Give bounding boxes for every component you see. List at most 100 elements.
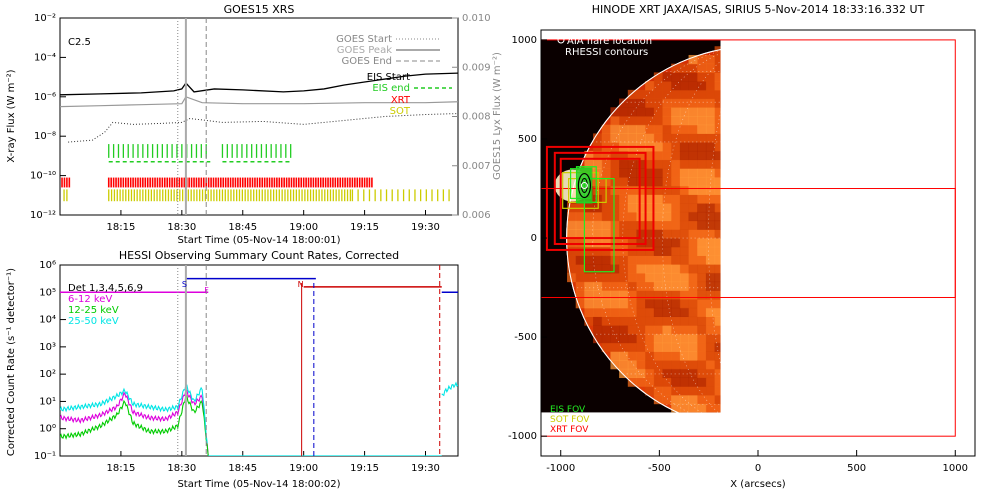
solar-texture-cell — [688, 133, 698, 143]
solar-texture-cell — [697, 168, 707, 178]
solar-texture-cell — [567, 246, 577, 256]
xrt-solar-image — [541, 39, 950, 431]
solar-grid-longitude — [622, 53, 721, 413]
solar-texture-cell — [679, 81, 690, 91]
solar-texture-cell — [705, 54, 716, 65]
solar-texture-cell — [697, 299, 707, 309]
solar-texture-cell — [584, 220, 594, 230]
solar-texture-cell — [714, 246, 721, 256]
solar-texture-cell — [645, 325, 655, 335]
solar-texture-cell — [671, 368, 681, 379]
solar-texture-cell — [593, 229, 603, 239]
solar-texture-cell — [636, 246, 646, 256]
solar-texture-cell — [697, 211, 707, 222]
solar-texture-cell — [688, 63, 698, 73]
solar-texture-cell — [610, 211, 620, 222]
solar-texture-cell — [610, 229, 620, 239]
solar-texture-cell — [697, 203, 707, 213]
solar-texture-cell — [593, 316, 603, 326]
solar-texture-cell — [688, 403, 698, 413]
solar-texture-cell — [671, 203, 681, 213]
hessi-marker-F: F — [204, 286, 209, 295]
solar-texture-cell — [714, 325, 721, 335]
solar-texture-cell — [636, 264, 646, 274]
solar-texture-cell — [671, 351, 681, 361]
solar-texture-cell — [679, 124, 690, 134]
solar-texture-cell — [662, 246, 672, 256]
solar-texture-cell — [636, 133, 646, 143]
solar-texture-cell — [627, 229, 637, 239]
solar-texture-cell — [697, 333, 707, 344]
solar-texture-cell — [645, 333, 655, 344]
solar-texture-cell — [645, 150, 655, 161]
solar-texture-cell — [662, 194, 672, 204]
solar-texture-cell — [688, 185, 698, 195]
solar-texture-cell — [645, 316, 655, 326]
solar-texture-cell — [653, 159, 664, 169]
solar-texture-cell — [714, 264, 721, 274]
solar-texture-cell — [610, 290, 620, 300]
solar-texture-cell — [688, 246, 698, 256]
solar-texture-cell — [688, 89, 698, 100]
solar-texture-cell — [679, 177, 690, 187]
solar-texture-cell — [671, 281, 681, 291]
solar-texture-cell — [705, 142, 716, 152]
solar-texture-cell — [714, 342, 721, 352]
solar-texture-cell — [697, 351, 707, 361]
solar-texture-cell — [653, 394, 664, 405]
solar-texture-cell — [679, 386, 690, 396]
solar-texture-cell — [662, 142, 672, 152]
solar-texture-cell — [662, 360, 672, 370]
solar-texture-cell — [679, 142, 690, 152]
solar-texture-cell — [697, 229, 707, 239]
solar-texture-cell — [627, 281, 637, 291]
solar-texture-cell — [645, 133, 655, 143]
solar-texture-cell — [636, 377, 646, 387]
solar-texture-cell — [705, 377, 716, 387]
solar-texture-cell — [688, 72, 698, 82]
goes-event-lines — [177, 18, 207, 215]
solar-texture-cell — [697, 377, 707, 387]
solar-texture-cell — [671, 333, 681, 344]
solar-texture-cell — [653, 264, 664, 274]
solar-texture-cell — [593, 333, 603, 344]
goes-y-tick-label: 10⁻¹⁰ — [30, 171, 56, 182]
solar-texture-cell — [610, 333, 620, 344]
xrt-y-tick-label: 1000 — [512, 35, 537, 46]
xrt-x-tick-label: 500 — [847, 463, 866, 474]
solar-texture-cell — [653, 177, 664, 187]
hessi-axes: 18:15 18:30 18:45 19:00 19:15 19:30 10⁶ 10⁵ 10⁴ 1… — [34, 260, 440, 474]
solar-texture-cell — [593, 290, 603, 300]
solar-texture-cell — [584, 290, 594, 300]
solar-texture-cell — [567, 238, 577, 248]
solar-texture-cell — [671, 307, 681, 318]
solar-texture-cell — [653, 281, 664, 291]
solar-texture-cell — [627, 307, 637, 318]
solar-texture-cell — [697, 290, 707, 300]
solar-texture-cell — [679, 342, 690, 352]
solar-grid-longitude — [775, 49, 854, 428]
solar-texture-cell — [575, 255, 585, 265]
solar-texture-cell — [645, 342, 655, 352]
solar-texture-cell — [636, 272, 646, 283]
solar-texture-cell — [662, 89, 672, 100]
xrt-legend-top: AIA flare location — [567, 36, 652, 47]
solar-texture-cell — [619, 133, 629, 143]
solar-texture-cell — [645, 185, 655, 195]
solar-texture-cell — [653, 142, 664, 152]
solar-texture-cell — [671, 264, 681, 274]
solar-texture-cell — [636, 159, 646, 169]
solar-texture-cell — [584, 281, 594, 291]
solar-texture-cell — [653, 81, 664, 91]
xrt-axes: -1000 -500 0 500 1000 1000 500 0 -500 -1000 — [508, 35, 968, 474]
solar-texture-cell — [645, 238, 655, 248]
solar-texture-cell — [714, 307, 721, 318]
solar-texture-cell — [584, 229, 594, 239]
solar-texture-cell — [593, 264, 603, 274]
xrt-y-tick-label: -1000 — [508, 431, 537, 442]
solar-texture-cell — [593, 325, 603, 335]
solar-texture-cell — [584, 272, 594, 283]
solar-texture-cell — [688, 386, 698, 396]
hessi-series — [60, 381, 458, 456]
